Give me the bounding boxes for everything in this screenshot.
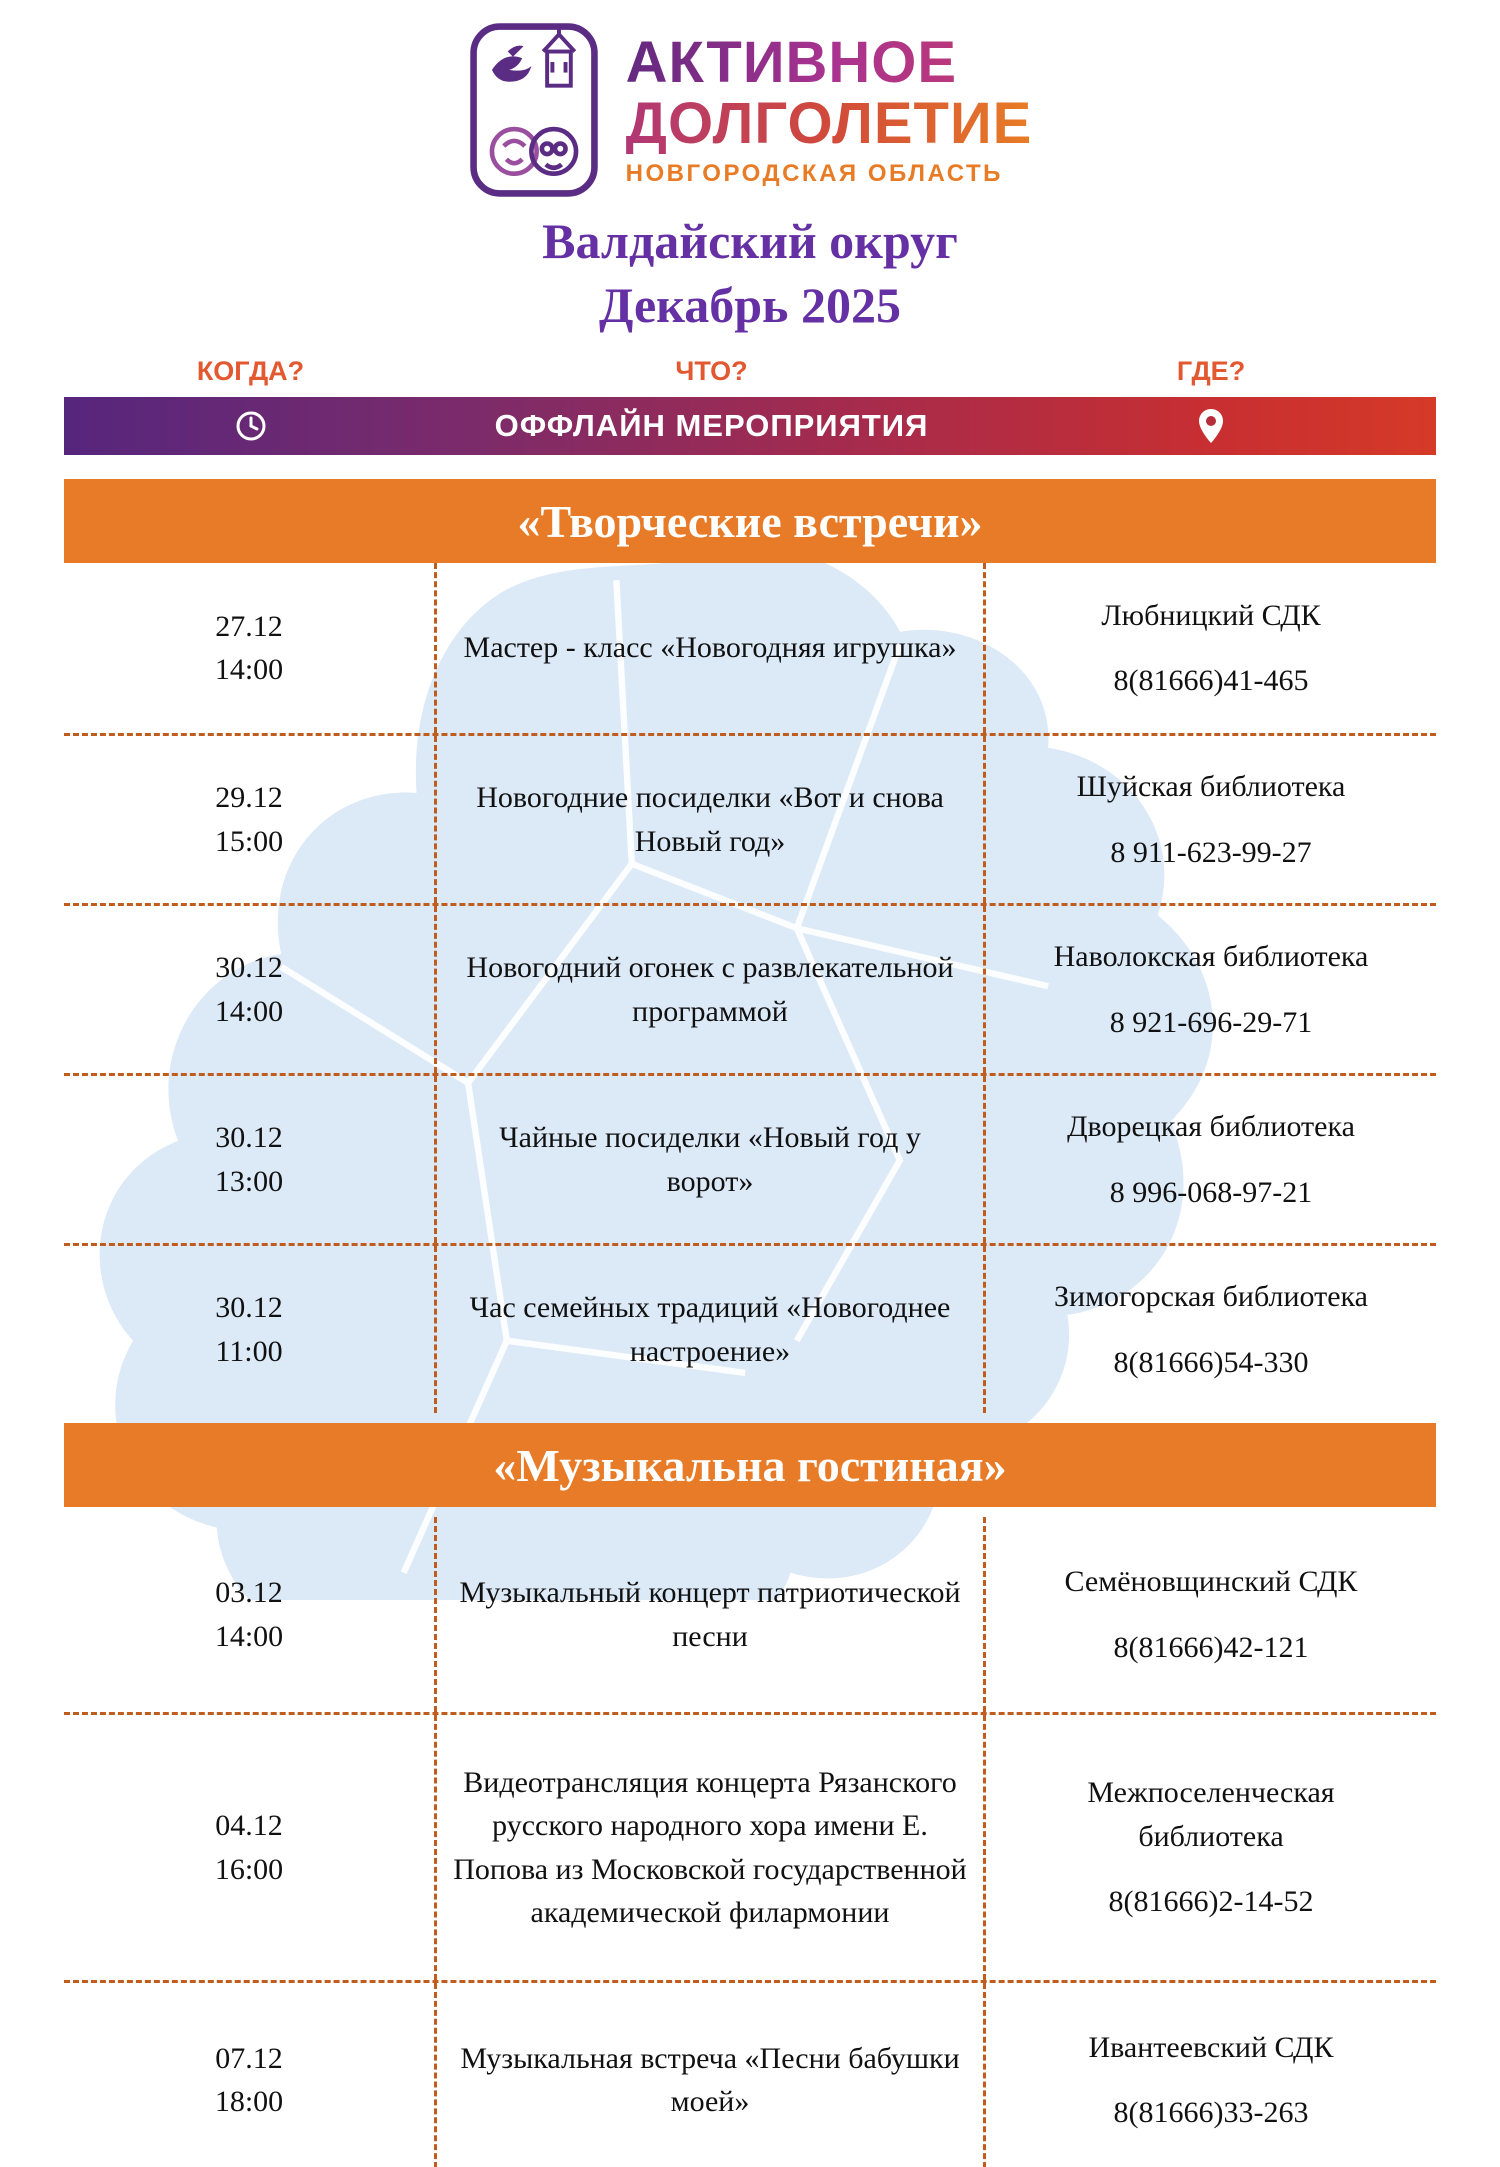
event-time: 14:00 [214,994,284,1028]
event-place: Шуйская библиотека [1076,770,1346,803]
logo-title-line1: АКТИВНОЕ [626,31,1033,93]
event-place: Дворецкая библиотека [1067,1110,1355,1143]
event-date: 07.12 [215,2041,283,2075]
event-phone: 8 921-696-29-71 [1109,1005,1313,1039]
event-title: Час семейных традиций «Новогоднее настро… [437,1246,986,1413]
section-title: «Творческие встречи» [517,495,983,547]
event-date: 03.12 [215,1576,283,1609]
event-time: 15:00 [214,824,284,858]
column-labels-row: КОГДА? ЧТО? ГДЕ? [64,356,1436,387]
event-row: 07.12 18:00 Музыкальная встреча «Песни б… [64,1980,1436,2167]
event-row: 30.12 11:00 Час семейных традиций «Новог… [64,1243,1436,1413]
event-place: Семёновщинский СДК [1064,1565,1358,1598]
event-row: 04.12 16:00 Видеотрансляция концерта Ряз… [64,1712,1436,1980]
logo-block: АКТИВНОЕ ДОЛГОЛЕТИЕ НОВГОРОДСКАЯ ОБЛАСТЬ [0,0,1500,200]
event-time: 18:00 [214,2085,284,2118]
event-date: 27.12 [215,609,283,643]
event-time: 14:00 [214,653,284,686]
event-time: 14:00 [214,1619,284,1653]
event-phone: 8(81666)33-263 [1113,2096,1309,2129]
tower-icon [541,25,576,88]
section-title: «Музыкальна гостиная» [493,1439,1007,1491]
event-row: 30.12 13:00 Чайные посиделки «Новый год … [64,1073,1436,1243]
event-phone: 8 996-068-97-21 [1109,1175,1313,1209]
event-time: 11:00 [215,1334,283,1368]
event-title: Музыкальный концерт патриотической песни [437,1517,986,1712]
section-header-creative-meetings: «Творческие встречи» [64,479,1436,563]
dove-icon [491,45,532,82]
clock-icon [236,411,265,441]
event-title: Музыкальная встреча «Песни бабушки моей» [437,1983,986,2167]
event-time: 13:00 [214,1164,284,1198]
event-time: 16:00 [214,1852,284,1886]
event-date: 29.12 [215,781,283,814]
offline-events-banner: ОФФЛАЙН МЕРОПРИЯТИЯ [64,397,1436,455]
location-pin-icon [1199,409,1223,443]
event-row: 03.12 14:00 Музыкальный концерт патриоти… [64,1517,1436,1712]
event-date: 30.12 [215,1121,283,1154]
event-place: Наволокская библиотека [1053,940,1369,973]
event-title: Новогодние посиделки «Вот и снова Новый … [437,736,986,903]
column-label-what: ЧТО? [675,356,748,386]
column-label-where: ГДЕ? [1176,356,1246,386]
page-subtitle-month: Декабрь 2025 [598,277,901,333]
people-icon [489,126,579,177]
column-label-when: КОГДА? [196,356,305,386]
event-title: Видеотрансляция концерта Рязанского русс… [437,1715,986,1980]
event-title: Чайные посиделки «Новый год у ворот» [437,1076,986,1243]
event-phone: 8 911-623-99-27 [1110,835,1312,869]
event-row: 27.12 14:00 Мастер - класс «Новогодняя и… [64,563,1436,733]
event-phone: 8(81666)41-465 [1113,664,1309,697]
event-title: Новогодний огонек с развлекательной прог… [437,906,986,1073]
event-phone: 8(81666)42-121 [1113,1630,1309,1664]
banner-label: ОФФЛАЙН МЕРОПРИЯТИЯ [494,408,929,443]
logo-title-line2: ДОЛГОЛЕТИЕ [625,91,1033,156]
event-phone: 8(81666)54-330 [1113,1345,1309,1379]
event-date: 30.12 [215,1291,283,1324]
page-title: Валдайский округ [542,213,958,269]
logo-emblem [469,23,598,197]
event-phone: 8(81666)2-14-52 [1108,1885,1314,1919]
event-place: Любницкий СДК [1101,598,1321,632]
event-row: 29.12 15:00 Новогодние посиделки «Вот и … [64,733,1436,903]
event-date: 04.12 [215,1809,283,1842]
event-place: Ивантеевский СДК [1088,2030,1334,2064]
event-title: Мастер - класс «Новогодняя игрушка» [437,563,986,733]
event-row: 30.12 14:00 Новогодний огонек с развлека… [64,903,1436,1073]
section-header-music-lounge: «Музыкальна гостиная» [64,1423,1436,1507]
event-date: 30.12 [215,951,283,984]
event-place: Зимогорская библиотека [1053,1280,1368,1313]
logo-region-subtitle: НОВГОРОДСКАЯ ОБЛАСТЬ [625,160,1003,188]
event-place: Межпоселенческая библиотека [1087,1776,1335,1853]
logo-text: АКТИВНОЕ ДОЛГОЛЕТИЕ НОВГОРОДСКАЯ ОБЛАСТЬ [625,31,1033,189]
